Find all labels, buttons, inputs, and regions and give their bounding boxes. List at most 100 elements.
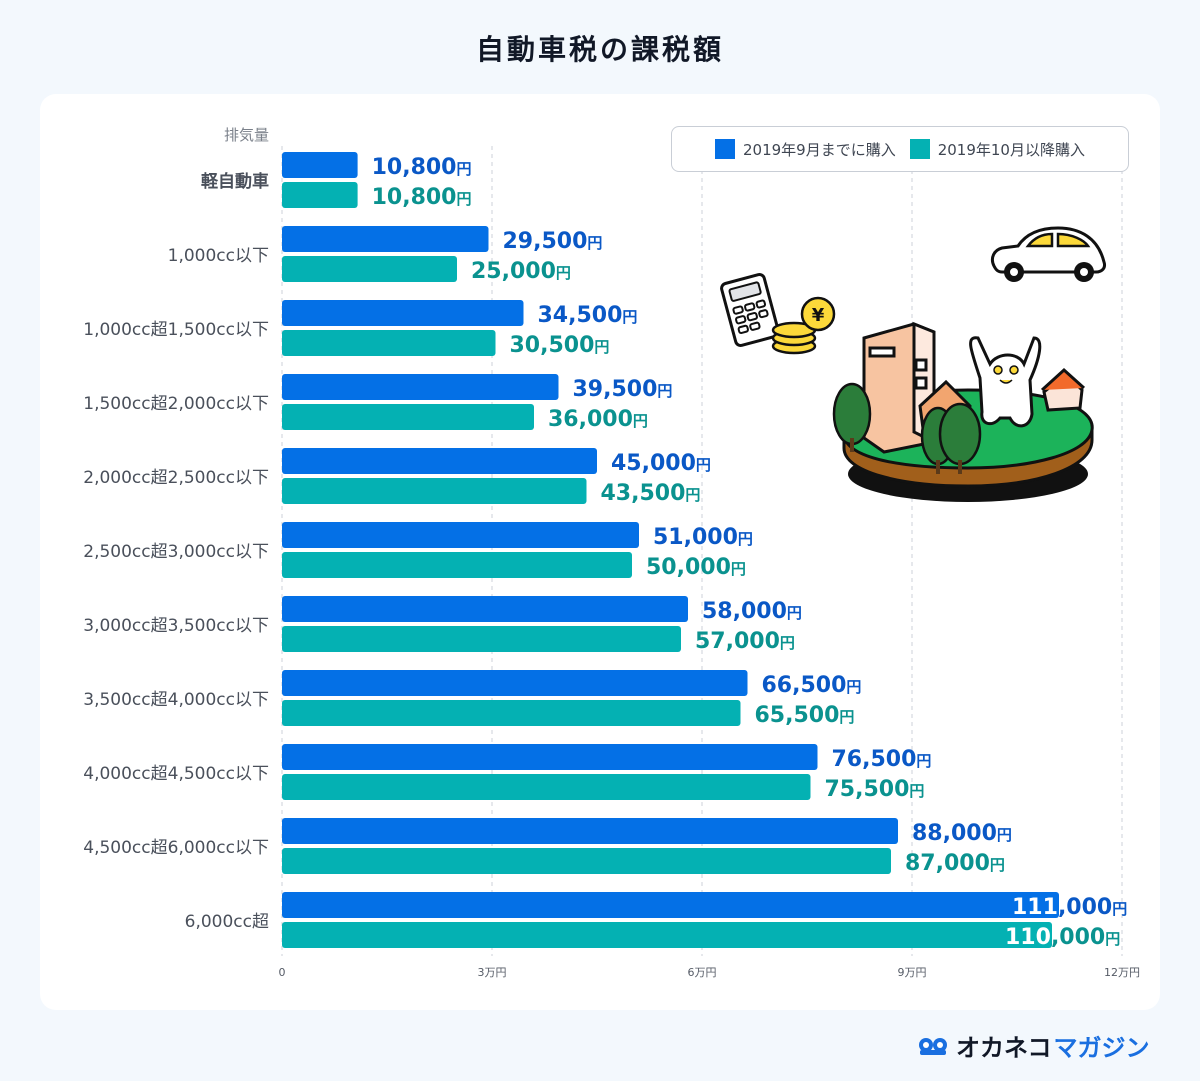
value-unit: 円 <box>916 752 931 770</box>
category-label: 3,500cc超4,000cc以下 <box>83 690 269 710</box>
value-unit: 円 <box>990 856 1005 874</box>
value-number: 111,000 <box>1012 895 1112 920</box>
value-number: 34,500 <box>538 303 623 328</box>
svg-text:¥: ¥ <box>812 305 825 326</box>
category-labels: 軽自動車 1,000cc以下 1,000cc超1,500cc以下 1,500cc超2,… <box>83 171 269 932</box>
bar-series2 <box>282 182 358 208</box>
bar-series2 <box>282 626 681 652</box>
bar-series2 <box>282 848 891 874</box>
x-tick-label: 12万円 <box>1104 966 1140 979</box>
value-unit: 円 <box>657 382 672 400</box>
bar-series2 <box>282 478 587 504</box>
value-label-series2: 30,500円 <box>510 333 610 358</box>
legend-item-series2: 2019年10月以降購入 <box>909 139 1085 160</box>
value-unit: 円 <box>633 412 648 430</box>
value-label-series2: 65,500円 <box>755 703 855 728</box>
legend: 2019年9月までに購入 2019年10月以降購入 <box>671 126 1129 172</box>
value-number-inside: 110 <box>1005 925 1051 950</box>
category-label: 2,500cc超3,000cc以下 <box>83 542 269 562</box>
value-number-inside: 111 <box>1012 895 1058 920</box>
legend-swatch-series1 <box>715 139 735 159</box>
value-number: 65,500 <box>755 703 840 728</box>
value-labels: 10,800円10,800円29,500円25,000円34,500円30,50… <box>372 155 1128 950</box>
category-label: 6,000cc超 <box>185 912 269 932</box>
bar-series1 <box>282 892 1059 918</box>
value-label-series2: 10,800円 <box>372 185 472 210</box>
brand-logo[interactable]: オカネコ マガジン <box>918 1028 1150 1063</box>
category-label: 3,000cc超3,500cc以下 <box>83 616 269 636</box>
category-label: 1,000cc以下 <box>168 246 269 266</box>
bar-series1 <box>282 226 489 252</box>
bar-series2 <box>282 404 534 430</box>
bar-series1 <box>282 818 898 844</box>
value-number: 25,000 <box>471 259 556 284</box>
value-unit: 円 <box>1105 930 1120 948</box>
value-number: 45,000 <box>611 451 696 476</box>
cat-town-island-icon <box>832 321 1094 502</box>
value-unit: 円 <box>909 782 924 800</box>
value-number: 29,500 <box>503 229 588 254</box>
legend-item-series1: 2019年9月までに購入 <box>715 139 896 160</box>
value-unit: 円 <box>839 708 854 726</box>
value-label-series1: 58,000円 <box>702 599 802 624</box>
value-unit: 円 <box>731 560 746 578</box>
value-number: 36,000 <box>548 407 633 432</box>
value-unit: 円 <box>787 604 802 622</box>
value-number: 58,000 <box>702 599 787 624</box>
value-label-series2: 87,000円 <box>905 851 1005 876</box>
category-label: 4,000cc超4,500cc以下 <box>83 764 269 784</box>
category-label: 1,000cc超1,500cc以下 <box>83 320 269 340</box>
chart-title: 自動車税の課税額 <box>475 33 724 66</box>
value-label-series2: 75,500円 <box>825 777 925 802</box>
bar-series1 <box>282 670 748 696</box>
value-number-outside: ,000 <box>1051 925 1105 950</box>
bar-series1 <box>282 300 524 326</box>
bar-series2 <box>282 330 496 356</box>
value-number: 51,000 <box>653 525 738 550</box>
bar-series2 <box>282 774 811 800</box>
category-label: 軽自動車 <box>201 171 269 192</box>
value-number: 10,800 <box>372 185 457 210</box>
value-label-series1: 34,500円 <box>538 303 638 328</box>
bar-series1 <box>282 744 818 770</box>
x-tick-label: 9万円 <box>898 966 927 979</box>
value-label-series2: 57,000円 <box>695 629 795 654</box>
value-number: 10,800 <box>372 155 457 180</box>
value-unit: 円 <box>696 456 711 474</box>
value-number: 39,500 <box>573 377 658 402</box>
bar-series1 <box>282 522 639 548</box>
y-axis-title: 排気量 <box>224 126 269 144</box>
bar-series1 <box>282 448 597 474</box>
bars <box>282 152 1059 948</box>
bar-series2 <box>282 256 457 282</box>
x-tick-label: 0 <box>279 966 286 979</box>
value-unit: 円 <box>622 308 637 326</box>
value-unit: 円 <box>685 486 700 504</box>
value-number: 50,000 <box>646 555 731 580</box>
value-unit: 円 <box>457 190 472 208</box>
value-label-series1: 45,000円 <box>611 451 711 476</box>
car-icon <box>990 226 1106 282</box>
owl-eyes-icon <box>919 1037 947 1055</box>
bar-series1 <box>282 152 358 178</box>
value-number: 87,000 <box>905 851 990 876</box>
value-label-series2: 50,000円 <box>646 555 746 580</box>
value-label-series1: 76,500円 <box>832 747 932 772</box>
category-label: 1,500cc超2,000cc以下 <box>83 394 269 414</box>
bar-series2 <box>282 700 741 726</box>
x-tick-label: 3万円 <box>478 966 507 979</box>
value-label-series1: 29,500円 <box>503 229 603 254</box>
logo-text-blue: マガジン <box>1053 1034 1150 1062</box>
value-unit: 円 <box>1112 900 1127 918</box>
bar-series2 <box>282 552 632 578</box>
category-label: 4,500cc超6,000cc以下 <box>83 838 269 858</box>
value-label-series1: 111,000円 <box>1012 895 1127 920</box>
value-number: 30,500 <box>510 333 595 358</box>
bar-series2 <box>282 922 1052 948</box>
value-label-series1: 51,000円 <box>653 525 753 550</box>
value-number-outside: ,000 <box>1058 895 1112 920</box>
value-number: 88,000 <box>912 821 997 846</box>
value-label-series2: 43,500円 <box>601 481 701 506</box>
value-number: 57,000 <box>695 629 780 654</box>
